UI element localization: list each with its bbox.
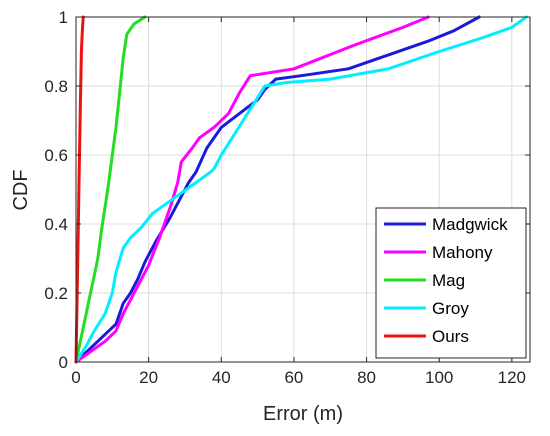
x-tick-label: 120 — [498, 368, 526, 387]
x-tick-label: 0 — [71, 368, 80, 387]
plot-frame — [75, 16, 531, 363]
legend-label-mahony: Mahony — [432, 243, 493, 262]
y-axis-title: CDF — [10, 169, 32, 210]
series-layer — [74, 15, 528, 364]
y-tick-label: 0.6 — [44, 146, 68, 165]
series-line-ours — [74, 15, 85, 364]
x-tick-label: 40 — [212, 368, 231, 387]
x-tick-label: 100 — [425, 368, 453, 387]
series-line-mag — [74, 15, 147, 364]
legend: Madgwick Mahony Mag Groy Ours — [375, 207, 527, 359]
series-line-groy — [74, 15, 528, 364]
legend-label-mag: Mag — [432, 271, 465, 290]
legend-label-ours: Ours — [432, 327, 469, 346]
y-tick-label: 0.2 — [44, 284, 68, 303]
tick-marks — [75, 16, 530, 363]
legend-box — [375, 207, 527, 359]
series-line-mahony — [74, 15, 430, 364]
x-tick-labels: 0 20 40 60 80 100 120 — [71, 368, 526, 387]
x-tick-label: 60 — [284, 368, 303, 387]
y-tick-label: 1 — [59, 8, 68, 27]
legend-label-groy: Groy — [432, 299, 469, 318]
series-line-madgwick — [74, 15, 481, 364]
x-tick-label: 80 — [357, 368, 376, 387]
x-tick-label: 20 — [139, 368, 158, 387]
legend-label-madgwick: Madgwick — [432, 215, 508, 234]
y-tick-label: 0.4 — [44, 215, 68, 234]
x-axis-title: Error (m) — [263, 403, 343, 425]
y-tick-labels: 0 0.2 0.4 0.6 0.8 1 — [44, 8, 68, 372]
y-tick-label: 0.8 — [44, 77, 68, 96]
y-tick-label: 0 — [59, 353, 68, 372]
